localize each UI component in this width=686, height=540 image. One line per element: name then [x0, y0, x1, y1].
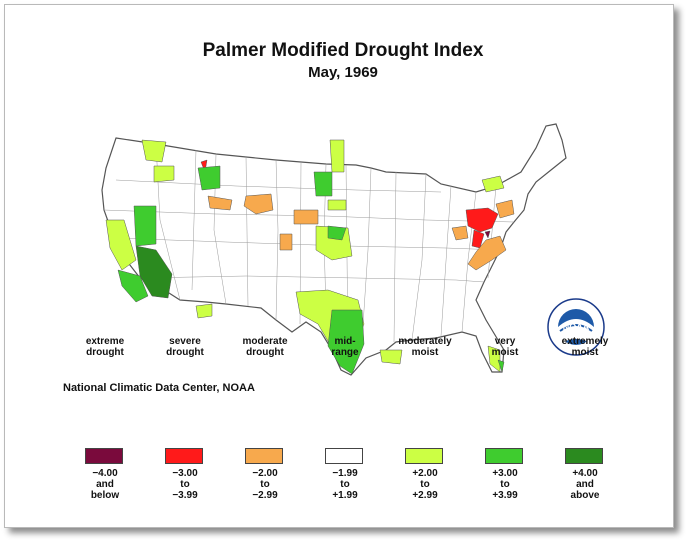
legend-range: −3.00 — [172, 468, 198, 479]
legend-range: to — [180, 479, 190, 490]
legend-label: severe — [169, 336, 201, 347]
region-oh-moderate — [451, 225, 469, 241]
region-ne-moist — [327, 199, 347, 211]
region-ks-very-moist — [327, 225, 347, 241]
legend-range: +1.99 — [332, 490, 358, 501]
legend-label: drought — [86, 347, 124, 358]
region-tx-very-moist — [327, 309, 365, 375]
region-ca-very-moist — [133, 205, 157, 247]
region-va-moderate — [467, 235, 507, 271]
legend-label: extreme — [85, 336, 125, 347]
region-ne-moderate — [495, 199, 515, 219]
noaa-logo-text: NOAA — [563, 322, 590, 332]
drought-regions — [105, 139, 515, 375]
region-ca-moist — [105, 219, 137, 271]
legend-range: −1.99 — [332, 468, 358, 479]
legend-label: range — [331, 347, 359, 358]
map-title: Palmer Modified Drought Index — [202, 40, 484, 61]
legend-range: to — [420, 479, 430, 490]
legend-range: +3.99 — [492, 490, 518, 501]
legend: extreme drought −4.00 and below severe droug… — [60, 336, 608, 510]
region-az-moist — [195, 303, 213, 319]
legend-label: moderate — [242, 336, 288, 347]
region-la-moist — [379, 349, 403, 365]
legend-swatch — [165, 448, 203, 464]
legend-label: moderately — [398, 336, 452, 347]
legend-range: and — [96, 479, 114, 490]
region-ny-moist — [481, 175, 505, 193]
legend-range: +4.00 — [572, 468, 598, 479]
legend-range: −2.99 — [252, 490, 278, 501]
legend-range: −4.00 — [92, 468, 118, 479]
legend-range: −2.00 — [252, 468, 278, 479]
legend-label: moist — [571, 347, 599, 358]
legend-swatch — [85, 448, 123, 464]
legend-swatch — [245, 448, 283, 464]
region-wy-moderate — [243, 193, 274, 215]
noaa-logo: NOAA — [547, 298, 605, 356]
legend-range: to — [500, 479, 510, 490]
region-fl-very-moist — [497, 359, 505, 373]
legend-label: moist — [411, 347, 439, 358]
legend-label: mid- — [334, 336, 356, 347]
region-pa-severe — [465, 207, 499, 233]
legend-swatch — [405, 448, 443, 464]
region-nd-moist — [329, 139, 345, 173]
legend-swatch — [485, 448, 523, 464]
region-wa-moist-2 — [153, 165, 175, 183]
region-co-moderate — [279, 233, 293, 251]
region-ne-plains-moderate — [293, 209, 319, 225]
legend-range: to — [340, 479, 350, 490]
region-ca-sw-very-moist — [117, 269, 149, 303]
region-md-extreme — [484, 230, 491, 239]
us-drought-map — [101, 123, 567, 376]
legend-label: drought — [246, 347, 284, 358]
credit-text: National Climatic Data Center, NOAA — [63, 382, 255, 394]
legend-range: and — [576, 479, 594, 490]
legend-swatch — [565, 448, 603, 464]
region-id-moderate — [207, 195, 233, 211]
legend-swatch — [325, 448, 363, 464]
legend-label: moist — [491, 347, 519, 358]
map-subtitle: May, 1969 — [308, 64, 378, 81]
region-nd-very-moist — [313, 171, 333, 197]
region-wa-moist — [141, 139, 167, 163]
region-mt-very-moist — [197, 165, 221, 191]
legend-range: to — [260, 479, 270, 490]
legend-label: extremely — [561, 336, 609, 347]
legend-range: +3.00 — [492, 468, 518, 479]
legend-label: very — [494, 336, 516, 347]
legend-range: −3.99 — [172, 490, 198, 501]
legend-range: +2.99 — [412, 490, 438, 501]
legend-range: above — [570, 490, 600, 501]
legend-range: below — [90, 490, 120, 501]
climate-division-lines — [103, 143, 515, 351]
legend-range: +2.00 — [412, 468, 438, 479]
region-fl-moist — [487, 345, 501, 373]
legend-label: drought — [166, 347, 204, 358]
